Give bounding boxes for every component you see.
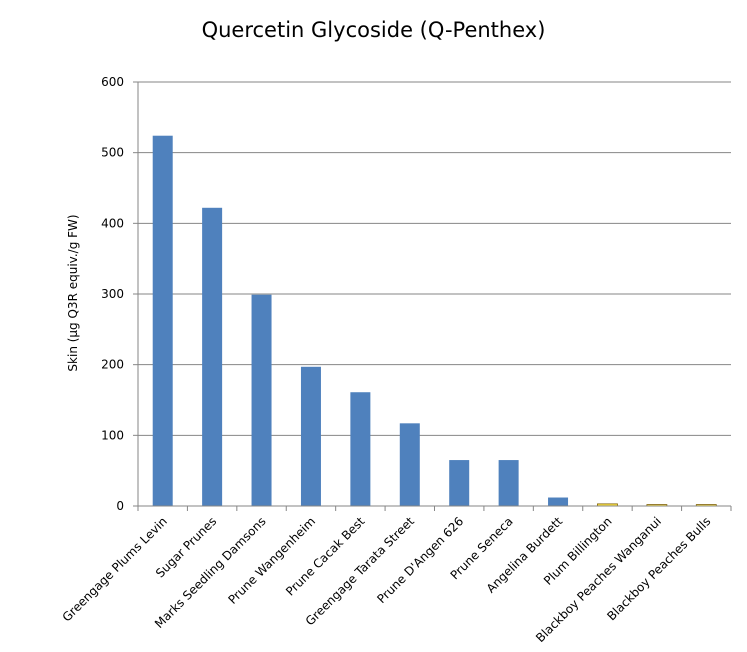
y-tick-label: 400 [101,216,124,230]
bar [202,207,223,506]
y-tick-labels: 0 100 200 300 400 500 600 [101,75,124,513]
y-tick-label: 600 [101,75,124,89]
x-tick-label: Prune Wangenheim [225,514,318,607]
y-tick-label: 200 [101,358,124,372]
x-tick-label: Prune D'Angen 626 [374,514,466,606]
bar [399,423,420,506]
axes [133,81,732,511]
y-tick-label: 100 [101,428,124,442]
y-tick-label: 500 [101,146,124,160]
bar [152,135,173,506]
y-axis-label: Skin (µg Q3R equiv./g FW) [66,214,80,371]
bar [548,497,569,506]
y-tick-label: 300 [101,287,124,301]
gridlines [138,81,731,436]
bar [300,366,321,506]
y-tick-label: 0 [116,499,124,513]
bar [350,392,371,506]
bars [152,135,717,507]
chart-title: Quercetin Glycoside (Q-Penthex) [201,18,546,42]
bar [498,460,519,506]
bar [449,460,470,506]
x-tick-label: Blackboy Peaches Bulls [604,514,713,623]
bar [251,294,272,506]
